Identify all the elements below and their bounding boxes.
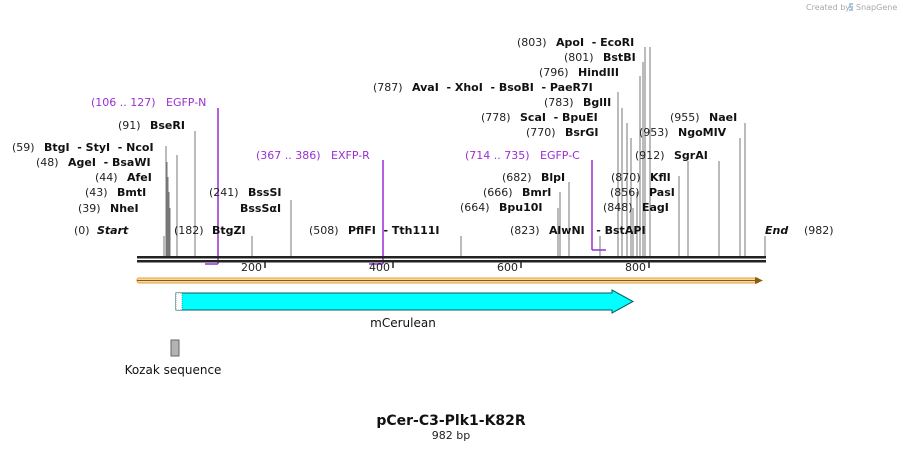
start-label: Start [97, 224, 129, 237]
site-label-nhei[interactable]: NheI [110, 202, 139, 215]
site-label-blpi[interactable]: BlpI [541, 171, 565, 184]
site-pos-naei: (955) [670, 111, 700, 124]
end-pos: (982) [804, 224, 834, 237]
primer-label-egfp-n[interactable]: EGFP-N [166, 96, 206, 109]
site-pos-scai: (778) [481, 111, 511, 124]
site-pos-afei: (44) [95, 171, 118, 184]
site-pos-kfli: (870) [611, 171, 641, 184]
feature-mcerulean[interactable] [175, 289, 635, 314]
site-pos-ngomiv: (953) [639, 126, 669, 139]
primer-lines [205, 108, 606, 265]
site-pos-btgi: (59) [12, 141, 35, 154]
site-pos-bmri: (666) [483, 186, 513, 199]
site-label-bmti[interactable]: BmtI [117, 186, 146, 199]
site-label-bglii[interactable]: BglII [583, 96, 611, 109]
site-pos-avai: (787) [373, 81, 403, 94]
site-label-alwni[interactable]: AlwNI - BstAPI [549, 224, 646, 237]
site-label-bsrgi[interactable]: BsrGI [565, 126, 598, 139]
feature-label-mcerulean: mCerulean [370, 316, 436, 330]
primer-range-exfp-r: (367 .. 386) [256, 149, 321, 162]
site-label-scai[interactable]: ScaI - BpuEI [520, 111, 598, 124]
site-label-afei[interactable]: AfeI [127, 171, 152, 184]
snapgene-logo-icon [849, 3, 853, 11]
map-size: 982 bp [432, 429, 470, 442]
credit-brand: SnapGene [856, 3, 897, 12]
site-pos-blpi: (682) [502, 171, 532, 184]
site-label-pasi[interactable]: PasI [649, 186, 675, 199]
primer-label-exfp-r[interactable]: EXFP-R [331, 149, 370, 162]
site-pos-btgzi: (182) [174, 224, 204, 237]
site-label-btgzi[interactable]: BtgZI [212, 224, 246, 237]
site-label-ngomiv[interactable]: NgoMIV [678, 126, 727, 139]
site-pos-apoi: (803) [517, 36, 547, 49]
site-pos-nhei: (39) [78, 202, 101, 215]
map-title: pCer-C3-Plk1-K82R [376, 413, 526, 429]
site-label-avai[interactable]: AvaI - XhoI - BsoBI - PaeR7I [412, 81, 593, 94]
ruler-label-600: 600 [497, 261, 518, 274]
site-pos-bsrgi: (770) [526, 126, 556, 139]
ruler-label-400: 400 [369, 261, 390, 274]
site-pos-pflfi: (508) [309, 224, 339, 237]
site-label-bsssi[interactable]: BssSI [248, 186, 282, 199]
primer-range-egfp-n: (106 .. 127) [91, 96, 156, 109]
site-label-apoi[interactable]: ApoI - EcoRI [556, 36, 634, 49]
site-pos-sgrai: (912) [635, 149, 665, 162]
site-pos-bsssi: (241) [209, 186, 239, 199]
site-label-bstbi[interactable]: BstBI [603, 51, 636, 64]
site-label-eagi[interactable]: EagI [642, 201, 669, 214]
feature-label-kozak: Kozak sequence [125, 363, 222, 377]
primer-range-egfp-c: (714 .. 735) [465, 149, 530, 162]
credit-created-by: Created by [806, 3, 850, 12]
site-label-btgi[interactable]: BtgI - StyI - NcoI [44, 141, 154, 154]
backbone [137, 256, 766, 263]
ruler-label-200: 200 [241, 261, 262, 274]
site-pos-bmti: (43) [85, 186, 108, 199]
site-pos-alwni: (823) [510, 224, 540, 237]
site-pos-hindiii: (796) [539, 66, 569, 79]
site-label-bmri[interactable]: BmrI [522, 186, 551, 199]
start-pos: (0) [74, 224, 90, 237]
end-label: End [765, 224, 788, 237]
site-label-bseri[interactable]: BseRI [150, 119, 185, 132]
orf-bar [136, 277, 763, 284]
site-pos-pasi: (856) [610, 186, 640, 199]
site-label-naei[interactable]: NaeI [709, 111, 737, 124]
site-label-pflfi[interactable]: PflFI - Tth111I [348, 224, 440, 237]
primer-label-egfp-c[interactable]: EGFP-C [540, 149, 580, 162]
site-pos-bpu10i: (664) [460, 201, 490, 214]
site-pos-eagi: (848) [603, 201, 633, 214]
site-leader-lines [163, 47, 766, 256]
site-label-kfli[interactable]: KflI [650, 171, 671, 184]
site-pos-bglii: (783) [544, 96, 574, 109]
site-pos-bstbi: (801) [564, 51, 594, 64]
site-label-sgrai[interactable]: SgrAI [674, 149, 708, 162]
site-label-bpu10i[interactable]: Bpu10I [499, 201, 543, 214]
site-label-hindiii[interactable]: HindIII [578, 66, 619, 79]
site-pos-bseri: (91) [118, 119, 141, 132]
feature-kozak[interactable] [170, 339, 180, 357]
site-label-bsssai[interactable]: BssSαI [240, 202, 281, 215]
site-pos-agei: (48) [36, 156, 59, 169]
site-label-agei[interactable]: AgeI - BsaWI [68, 156, 151, 169]
ruler-ticks [264, 260, 650, 268]
ruler-label-800: 800 [625, 261, 646, 274]
